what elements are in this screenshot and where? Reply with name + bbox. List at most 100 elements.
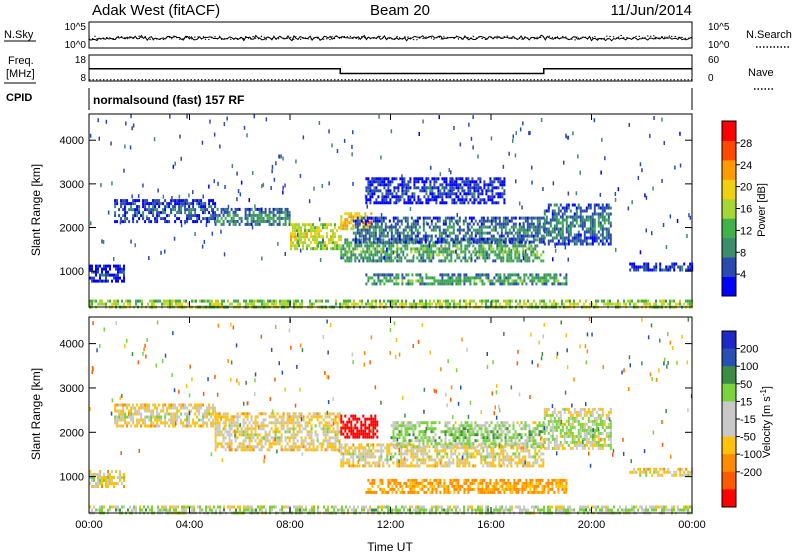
echo-cell <box>378 234 381 238</box>
echo-cell <box>441 302 443 306</box>
echo-cell <box>607 203 610 207</box>
echo-speckle <box>185 198 187 203</box>
echo-cell <box>428 455 431 459</box>
echo-cell <box>346 238 349 242</box>
echo-cell <box>455 192 458 196</box>
echo-cell <box>532 222 535 226</box>
echo-speckle <box>282 185 284 190</box>
echo-cell <box>113 276 115 280</box>
echo-cell <box>665 299 667 303</box>
echo-cell <box>406 247 409 251</box>
echo-cell <box>136 208 139 212</box>
echo-cell <box>689 265 692 269</box>
echo-cell <box>669 299 671 303</box>
echo-cell <box>105 476 107 479</box>
echo-cell <box>503 201 506 205</box>
echo-cell <box>356 435 359 439</box>
echo-cell <box>464 244 467 248</box>
echo-cell <box>410 452 413 456</box>
echo-cell <box>210 415 213 419</box>
echo-cell <box>196 409 199 413</box>
echo-speckle <box>186 114 188 119</box>
echo-speckle <box>111 181 113 186</box>
echo-cell <box>426 244 429 248</box>
echo-cell <box>198 412 201 416</box>
echo-cell <box>286 412 289 416</box>
echo-cell <box>424 244 427 248</box>
echo-cell <box>380 216 383 220</box>
echo-cell <box>557 206 560 210</box>
echo-cell <box>362 452 365 456</box>
echo-cell <box>376 429 379 433</box>
echo-cell <box>607 212 610 216</box>
echo-cell <box>383 183 386 187</box>
echo-cell <box>148 406 151 410</box>
echo-cell <box>266 216 269 220</box>
echo-cell <box>234 415 237 419</box>
echo-cell <box>542 250 545 254</box>
echo-cell <box>364 423 367 427</box>
echo-cell <box>591 242 594 246</box>
echo-cell <box>340 449 343 453</box>
echo-cell <box>573 224 576 228</box>
echo-cell <box>348 426 351 430</box>
echo-cell <box>364 228 367 232</box>
echo-cell <box>500 234 503 238</box>
echo-cell <box>490 222 493 226</box>
echo-cell <box>365 273 368 277</box>
echo-cell <box>368 426 371 430</box>
echo-cell <box>107 473 109 476</box>
echo-cell <box>378 231 381 235</box>
echo-cell <box>166 412 169 416</box>
echo-speckle <box>223 252 226 257</box>
echo-cell <box>348 452 351 456</box>
echo-cell <box>214 412 217 416</box>
echo-cell <box>569 239 572 243</box>
echo-cell <box>232 415 235 419</box>
echo-cell <box>378 244 381 248</box>
echo-cell <box>508 253 511 257</box>
echo-cell <box>288 430 291 434</box>
echo-cell <box>434 244 437 248</box>
echo-cell <box>376 423 379 427</box>
echo-cell <box>256 436 259 440</box>
echo-cell <box>448 461 451 465</box>
echo-cell <box>459 183 462 187</box>
echo-speckle <box>322 239 324 244</box>
echo-cell <box>414 234 417 238</box>
echo-cell <box>298 244 300 248</box>
echo-speckle <box>90 221 92 226</box>
echo-cell <box>246 216 249 220</box>
echo-cell <box>430 464 433 468</box>
echo-cell <box>356 417 359 421</box>
echo-cell <box>585 227 588 231</box>
echo-cell <box>273 299 275 303</box>
echo-cell <box>545 276 548 280</box>
echo-cell <box>451 189 454 193</box>
echo-cell <box>268 445 271 449</box>
echo-cell <box>268 222 271 226</box>
echo-cell <box>342 452 345 456</box>
echo-cell <box>286 210 289 214</box>
echo-cell <box>520 237 523 241</box>
echo-cell <box>107 273 109 277</box>
echo-cell <box>310 418 313 422</box>
echo-cell <box>171 299 173 303</box>
echo-speckle <box>282 190 284 195</box>
echo-cell <box>358 212 361 216</box>
echo-cell <box>456 244 459 248</box>
echo-cell <box>330 412 333 416</box>
echo-cell <box>437 195 440 199</box>
echo-cell <box>411 195 414 199</box>
echo-cell <box>467 189 470 193</box>
echo-cell <box>507 302 509 306</box>
echo-cell <box>134 412 137 416</box>
echo-cell <box>441 276 444 280</box>
echo-cell <box>349 299 351 303</box>
echo-speckle <box>123 205 126 210</box>
echo-cell <box>198 214 201 218</box>
echo-cell <box>543 276 546 280</box>
echo-cell <box>224 216 227 220</box>
echo-cell <box>569 230 572 234</box>
echo-cell <box>352 458 355 462</box>
